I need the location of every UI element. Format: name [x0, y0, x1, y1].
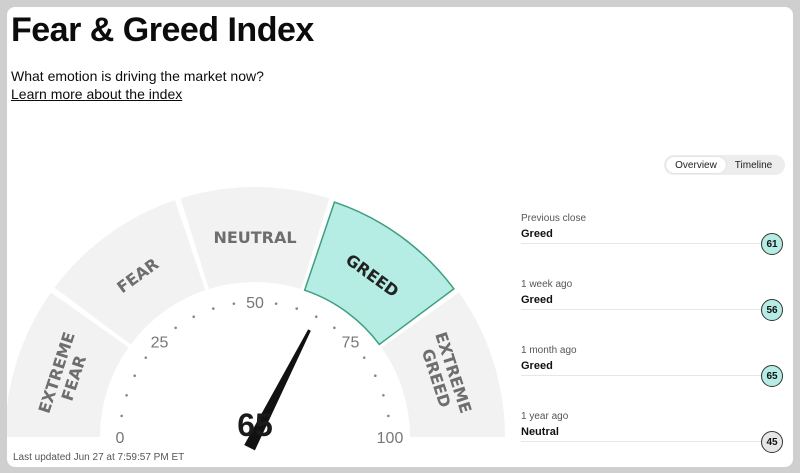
scale-dot [232, 302, 236, 305]
history-1-year: 1 year ago Neutral 45 [521, 411, 783, 453]
scale-label-100: 100 [377, 430, 404, 447]
scale-label-50: 50 [246, 295, 264, 312]
scale-dot [295, 307, 299, 310]
scale-label-75: 75 [342, 335, 360, 352]
scale-dot [387, 414, 390, 418]
gauge-segment-extreme-fear [7, 292, 129, 437]
scale-dot [314, 315, 318, 319]
history-previous-close: Previous close Greed 61 [521, 213, 783, 255]
history-1-month: 1 month ago Greed 65 [521, 345, 783, 387]
gauge-segment-extreme-greed [381, 292, 505, 437]
gauge-segment-label-neutral: NEUTRAL [213, 228, 296, 247]
scale-dot [144, 356, 148, 359]
scale-dot [125, 393, 128, 397]
last-updated: Last updated Jun 27 at 7:59:57 PM ET [13, 452, 185, 463]
scale-dot [133, 374, 137, 378]
gauge: EXTREMEFEARFEARNEUTRALGREEDEXTREMEGREED … [7, 186, 505, 457]
scale-dot [120, 414, 123, 418]
gauge-hub [205, 387, 305, 457]
gauge-segment-neutral [180, 186, 330, 290]
gauge-segment-fear [54, 200, 206, 345]
page-title: Fear & Greed Index [11, 11, 314, 49]
tab-timeline[interactable]: Timeline [734, 159, 773, 171]
scale-dot [382, 393, 385, 397]
learn-more-link[interactable]: Learn more about the index [11, 86, 183, 102]
history-badge: 65 [761, 365, 783, 387]
history-1-week: 1 week ago Greed 56 [521, 279, 783, 321]
scale-dot [362, 356, 366, 359]
history-badge: 61 [761, 233, 783, 255]
scale-dot [211, 307, 215, 310]
gauge-needle [244, 329, 311, 451]
gauge-value: 65 [237, 407, 273, 443]
scale-dot [333, 326, 336, 330]
tab-overview[interactable]: Overview [666, 157, 726, 173]
scale-dot [373, 374, 377, 378]
history-badge: 56 [761, 299, 783, 321]
view-toggle: Overview Timeline [664, 155, 785, 175]
fear-greed-card: Fear & Greed Index What emotion is drivi… [7, 7, 793, 467]
scale-dot [174, 326, 177, 330]
scale-label-25: 25 [151, 335, 169, 352]
scale-label-0: 0 [116, 430, 125, 447]
history-badge: 45 [761, 431, 783, 453]
gauge-segment-greed [303, 201, 455, 346]
scale-dot [192, 315, 196, 319]
scale-dot [274, 302, 278, 305]
page-subtitle: What emotion is driving the market now? [11, 68, 264, 84]
